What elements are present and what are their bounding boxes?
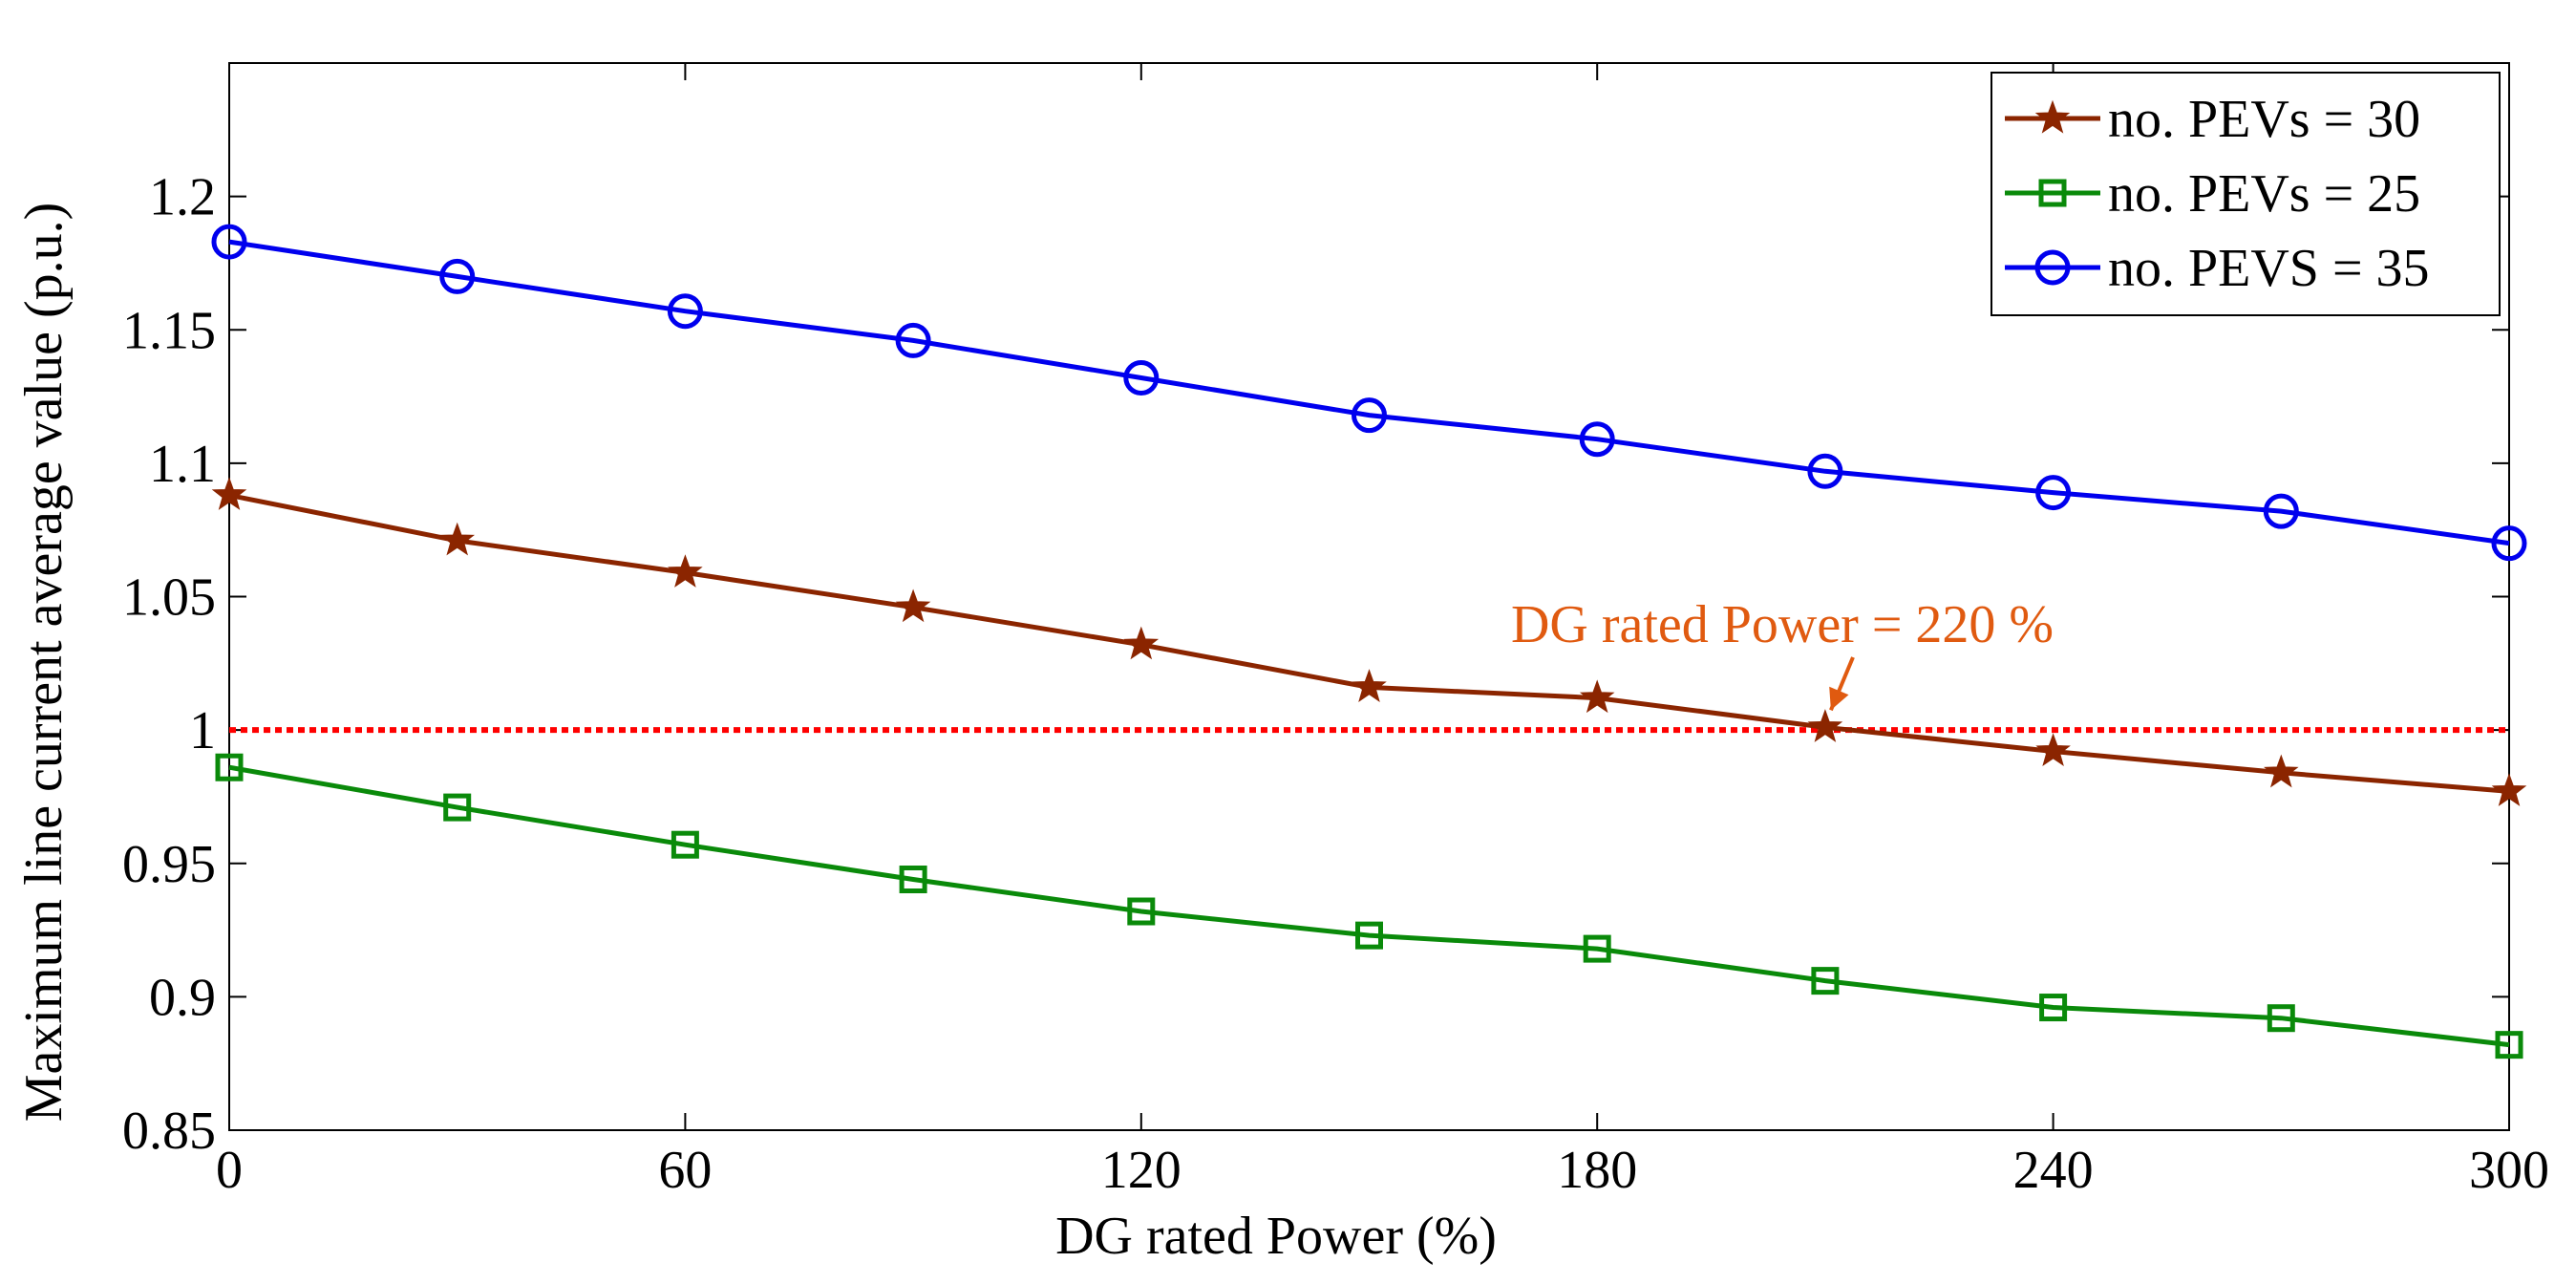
data-point bbox=[215, 753, 244, 781]
legend-label: no. PEVS = 35 bbox=[2108, 239, 2430, 298]
data-point bbox=[668, 554, 703, 588]
data-point bbox=[1123, 626, 1160, 660]
data-point bbox=[2264, 754, 2299, 788]
legend-marker bbox=[2038, 179, 2067, 207]
data-point bbox=[2039, 994, 2068, 1022]
y-axis-label: Maximum line current average value (p.u.… bbox=[14, 203, 74, 1123]
y-tick-label: 1.05 bbox=[122, 568, 216, 628]
data-point bbox=[211, 477, 247, 510]
data-point bbox=[1352, 669, 1387, 702]
data-point bbox=[671, 830, 699, 859]
annotation-arrow-head bbox=[1829, 686, 1849, 711]
legend-item-1: no. PEVs = 30 bbox=[2005, 90, 2420, 149]
x-tick-label: 180 bbox=[1557, 1141, 1637, 1200]
legend-marker bbox=[2034, 99, 2071, 134]
x-tick-label: 60 bbox=[658, 1141, 712, 1200]
data-point bbox=[1127, 897, 1156, 926]
data-point bbox=[211, 224, 247, 260]
data-point bbox=[2267, 1004, 2295, 1033]
annotation-layer: DG rated Power = 220 % bbox=[1511, 595, 2054, 712]
data-point bbox=[1811, 967, 1840, 995]
data-point bbox=[1352, 397, 1387, 434]
data-point bbox=[2495, 1031, 2523, 1059]
series-1 bbox=[211, 477, 2527, 806]
x-axis-label: DG rated Power (%) bbox=[1055, 1207, 1497, 1266]
series-2 bbox=[215, 753, 2523, 1059]
data-point bbox=[1123, 360, 1160, 396]
data-point bbox=[1579, 421, 1615, 458]
x-tick-label: 300 bbox=[2469, 1141, 2549, 1200]
data-point bbox=[439, 258, 476, 294]
data-point bbox=[1583, 934, 1611, 963]
y-tick-label: 1 bbox=[189, 701, 216, 760]
legend: no. PEVs = 30 no. PEVs = 25 no. PEVS = 35 bbox=[1991, 72, 2501, 316]
data-point bbox=[439, 522, 475, 556]
y-tick-label: 0.9 bbox=[149, 968, 216, 1027]
series-line bbox=[228, 492, 2510, 794]
legend-label: no. PEVs = 25 bbox=[2108, 164, 2420, 224]
x-tick-label: 120 bbox=[1101, 1141, 1182, 1200]
legend-item-2: no. PEVs = 25 bbox=[2005, 164, 2420, 224]
data-point bbox=[1807, 453, 1843, 489]
data-point bbox=[1579, 679, 1615, 714]
data-point bbox=[2491, 773, 2527, 806]
data-point bbox=[895, 588, 931, 623]
y-tick-label: 1.15 bbox=[122, 301, 216, 360]
series-3 bbox=[211, 224, 2527, 562]
data-point bbox=[1355, 921, 1383, 950]
y-tick-label: 0.85 bbox=[122, 1102, 216, 1161]
x-tick-label: 240 bbox=[2013, 1141, 2094, 1200]
data-point bbox=[443, 793, 472, 822]
data-point bbox=[2035, 475, 2072, 511]
legend-marker bbox=[2034, 249, 2071, 286]
y-tick-label: 0.95 bbox=[122, 835, 216, 894]
y-tick-label: 1.1 bbox=[149, 435, 216, 494]
data-point bbox=[2491, 525, 2527, 562]
y-tick-label: 1.2 bbox=[149, 168, 216, 227]
data-point bbox=[2035, 733, 2071, 766]
data-point bbox=[899, 866, 927, 894]
data-point bbox=[2263, 493, 2299, 529]
series-line bbox=[228, 239, 2510, 546]
data-point bbox=[895, 322, 931, 358]
series-line bbox=[228, 764, 2510, 1048]
axis-ticks: 0 60 120 180 240 300 0.85 0.9 0.95 1 1.05 1.1 1.15 1.… bbox=[122, 63, 2549, 1200]
x-tick-label: 0 bbox=[216, 1141, 243, 1200]
legend-item-3: no. PEVS = 35 bbox=[2005, 239, 2430, 298]
annotation-text: DG rated Power = 220 % bbox=[1511, 595, 2054, 654]
data-point bbox=[667, 293, 703, 330]
data-point bbox=[1807, 709, 1843, 742]
series-layer bbox=[211, 224, 2527, 1059]
legend-label: no. PEVs = 30 bbox=[2108, 90, 2420, 149]
